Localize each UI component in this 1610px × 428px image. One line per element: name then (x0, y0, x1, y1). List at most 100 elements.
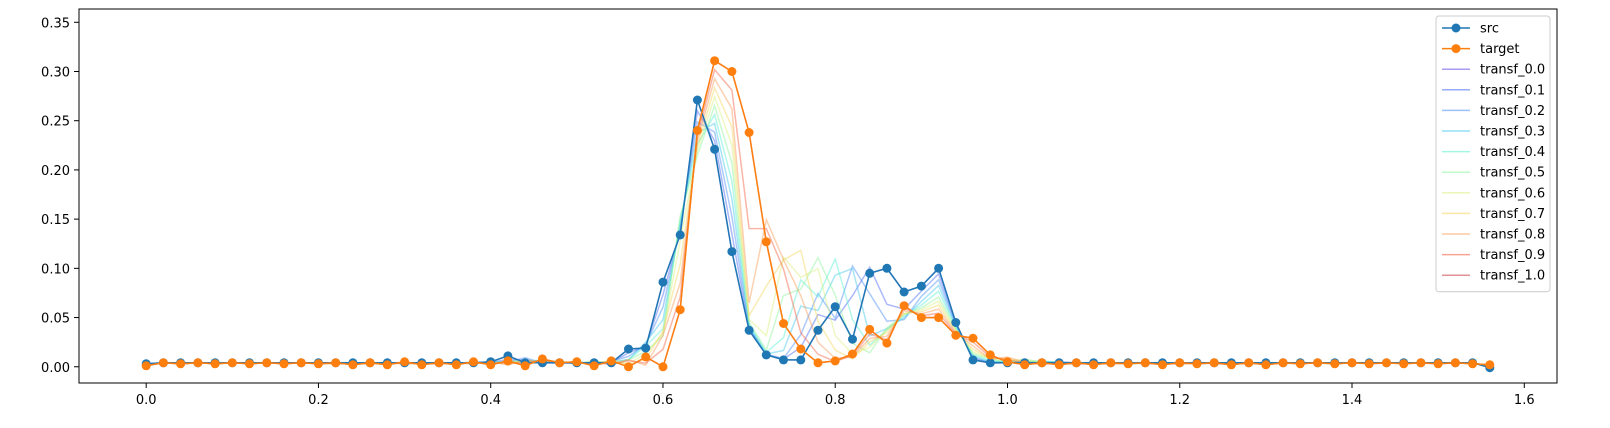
point-target (451, 360, 461, 370)
point-src (882, 263, 892, 273)
point-target (193, 358, 203, 368)
point-target (176, 359, 186, 369)
point-target (1071, 358, 1081, 368)
point-src (675, 230, 685, 240)
y-tick-label: 0.20 (41, 164, 70, 179)
point-target (313, 359, 323, 369)
legend-label-transf_0.3: transf_0.3 (1480, 125, 1545, 140)
point-target (1192, 359, 1202, 369)
point-target (1364, 359, 1374, 369)
point-target (210, 359, 220, 369)
point-target (882, 338, 892, 348)
point-target (1037, 358, 1047, 368)
point-target (469, 357, 478, 367)
legend-label-transf_0.8: transf_0.8 (1480, 228, 1545, 243)
point-target (744, 128, 754, 137)
x-tick-label: 1.2 (1169, 393, 1190, 408)
point-target (848, 349, 857, 359)
y-tick-label: 0.15 (41, 213, 70, 228)
legend-label-target: target (1480, 42, 1520, 57)
point-target (486, 360, 496, 370)
point-src (796, 355, 806, 365)
legend-label-transf_0.1: transf_0.1 (1480, 83, 1545, 98)
legend-marker-src (1451, 23, 1461, 33)
point-target (1089, 360, 1099, 370)
point-target (1382, 358, 1391, 368)
legend-label-transf_0.7: transf_0.7 (1480, 207, 1545, 222)
point-target (606, 356, 616, 366)
point-target (641, 352, 651, 362)
point-target (727, 67, 737, 76)
point-target (1226, 360, 1236, 370)
y-axis: 0.00 0.05 0.10 0.15 0.20 0.25 0.30 0.35 (41, 16, 79, 376)
legend-label-transf_0.2: transf_0.2 (1480, 104, 1545, 119)
point-target (1330, 359, 1340, 369)
point-target (916, 313, 926, 323)
point-target (555, 358, 565, 368)
point-src (641, 343, 651, 353)
point-src (813, 325, 823, 335)
point-src (916, 281, 926, 291)
x-tick-label: 0.4 (480, 393, 501, 408)
point-target (227, 358, 237, 368)
point-src (951, 318, 961, 327)
point-src (848, 334, 857, 344)
point-target (572, 357, 582, 367)
point-target (1295, 359, 1305, 369)
point-target (382, 360, 392, 370)
point-target (830, 356, 840, 366)
point-src (710, 144, 720, 154)
point-target (624, 362, 633, 372)
point-target (658, 362, 668, 372)
x-tick-label: 1.4 (1342, 393, 1363, 408)
point-src (658, 277, 668, 287)
point-target (813, 358, 823, 368)
point-target (692, 126, 702, 135)
point-target (796, 344, 806, 354)
point-src (727, 247, 737, 257)
point-target (1278, 358, 1288, 368)
point-target (899, 301, 909, 311)
point-src (761, 350, 771, 360)
point-target (710, 56, 720, 66)
point-target (1261, 360, 1271, 370)
legend-marker-target (1451, 44, 1461, 54)
point-target (434, 358, 444, 368)
point-target (417, 360, 427, 370)
point-src (865, 268, 875, 278)
x-axis: 0.0 0.2 0.4 0.6 0.8 1.0 1.2 1.4 1.6 (136, 383, 1535, 408)
y-tick-label: 0.00 (41, 361, 70, 376)
point-target (675, 305, 685, 315)
y-tick-label: 0.35 (41, 16, 70, 31)
point-target (1433, 359, 1443, 369)
y-tick-label: 0.25 (41, 115, 70, 130)
x-tick-label: 0.0 (136, 393, 157, 408)
point-src (744, 325, 754, 335)
point-target (968, 333, 978, 343)
point-target (1020, 360, 1030, 370)
point-target (1054, 360, 1064, 370)
y-tick-label: 0.30 (41, 65, 70, 80)
legend: src target transf_0.0 transf_0.1 transf_0.2t… (1435, 15, 1551, 293)
point-target (1450, 358, 1460, 368)
legend-label-transf_0.9: transf_0.9 (1480, 248, 1545, 263)
point-target (1399, 359, 1409, 369)
point-target (158, 358, 168, 368)
point-target (1244, 358, 1254, 368)
legend-label-src: src (1480, 22, 1499, 37)
plot-frame (78, 8, 1558, 384)
point-target (1209, 358, 1219, 368)
point-target (520, 361, 530, 371)
point-src (934, 263, 944, 273)
point-target (141, 361, 151, 371)
point-src (779, 355, 788, 365)
legend-label-transf_0.0: transf_0.0 (1480, 63, 1545, 78)
legend-label-transf_0.6: transf_0.6 (1480, 186, 1545, 201)
point-target (400, 357, 410, 367)
legend-label-transf_1.0: transf_1.0 (1480, 269, 1545, 284)
point-target (1347, 358, 1357, 368)
point-target (1123, 359, 1133, 369)
point-src (624, 344, 633, 354)
point-target (245, 359, 254, 369)
